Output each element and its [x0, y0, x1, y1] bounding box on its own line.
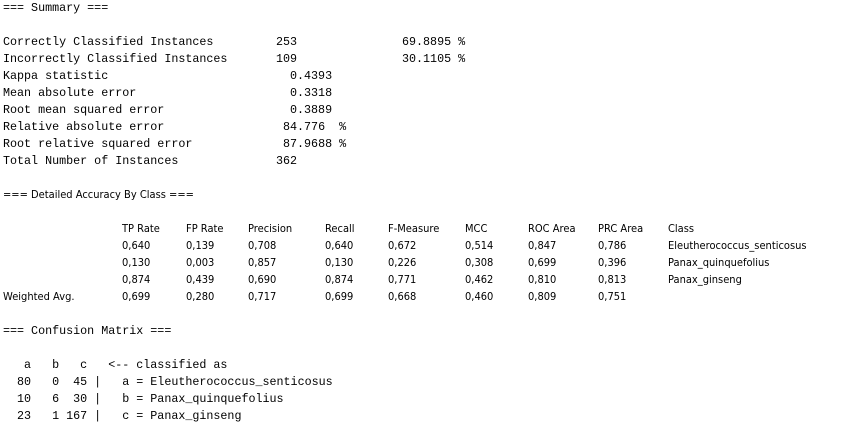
accuracy-cell: 0,460	[465, 290, 494, 303]
summary-value: 0.3318	[290, 86, 333, 100]
summary-label: Relative absolute error	[3, 120, 165, 134]
accuracy-cell: 0,130	[325, 256, 354, 269]
accuracy-cell: 0,847	[528, 239, 557, 252]
accuracy-header: Class	[668, 222, 695, 235]
confusion-row: 10 6 30 | b = Panax_quinquefolius	[3, 392, 284, 406]
summary-title: === Summary ===	[3, 1, 109, 15]
accuracy-cell: 0,462	[465, 273, 494, 286]
accuracy-cell: 0,857	[248, 256, 277, 269]
accuracy-cell: 0,717	[248, 290, 277, 303]
accuracy-cell: 0,771	[388, 273, 417, 286]
accuracy-header: PRC Area	[598, 222, 644, 235]
accuracy-cell: 0,226	[388, 256, 417, 269]
summary-label: Total Number of Instances	[3, 154, 179, 168]
summary-percent: 30.1105 %	[402, 52, 466, 66]
accuracy-header: MCC	[465, 222, 488, 235]
accuracy-header: FP Rate	[186, 222, 224, 235]
accuracy-cell: 0,130	[122, 256, 151, 269]
accuracy-title: === Detailed Accuracy By Class ===	[3, 188, 194, 201]
accuracy-cell: 0,699	[528, 256, 557, 269]
summary-value: 362	[276, 154, 298, 168]
accuracy-cell: 0,280	[186, 290, 215, 303]
summary-label: Correctly Classified Instances	[3, 35, 214, 49]
summary-value: 87.9688 %	[283, 137, 347, 151]
accuracy-cell: Eleutherococcus_senticosus	[668, 239, 807, 252]
accuracy-cell: 0,699	[325, 290, 354, 303]
confusion-header: a b c <-- classified as	[3, 358, 228, 372]
summary-value: 0.3889	[290, 103, 333, 117]
accuracy-cell: 0,668	[388, 290, 417, 303]
accuracy-cell: 0,874	[122, 273, 151, 286]
accuracy-cell: 0,699	[122, 290, 151, 303]
confusion-row: 80 0 45 | a = Eleutherococcus_senticosus	[3, 375, 333, 389]
accuracy-cell: 0,672	[388, 239, 417, 252]
accuracy-cell: 0,708	[248, 239, 277, 252]
accuracy-cell: 0,514	[465, 239, 494, 252]
summary-label: Incorrectly Classified Instances	[3, 52, 228, 66]
accuracy-cell: 0,003	[186, 256, 215, 269]
confusion-row: 23 1 167 | c = Panax_ginseng	[3, 409, 242, 423]
accuracy-cell: 0,396	[598, 256, 627, 269]
accuracy-header: F-Measure	[388, 222, 440, 235]
accuracy-header: Recall	[325, 222, 355, 235]
summary-percent: 69.8895 %	[402, 35, 466, 49]
accuracy-cell: 0,308	[465, 256, 494, 269]
accuracy-cell: Panax_ginseng	[668, 273, 742, 286]
summary-label: Root mean squared error	[3, 103, 165, 117]
accuracy-cell: 0,874	[325, 273, 354, 286]
accuracy-cell: 0,751	[598, 290, 627, 303]
summary-label: Mean absolute error	[3, 86, 137, 100]
accuracy-header: ROC Area	[528, 222, 576, 235]
summary-value: 0.4393	[290, 69, 333, 83]
accuracy-cell: 0,439	[186, 273, 215, 286]
accuracy-header: TP Rate	[122, 222, 160, 235]
summary-value: 109	[276, 52, 298, 66]
accuracy-cell: Panax_quinquefolius	[668, 256, 770, 269]
accuracy-cell: 0,139	[186, 239, 215, 252]
accuracy-cell: 0,640	[122, 239, 151, 252]
summary-value: 253	[276, 35, 298, 49]
accuracy-cell: 0,640	[325, 239, 354, 252]
accuracy-cell: 0,786	[598, 239, 627, 252]
summary-label: Root relative squared error	[3, 137, 193, 151]
summary-label: Kappa statistic	[3, 69, 109, 83]
confusion-title: === Confusion Matrix ===	[3, 324, 172, 338]
summary-value: 84.776 %	[283, 120, 347, 134]
accuracy-cell: 0,813	[598, 273, 627, 286]
accuracy-cell: 0,690	[248, 273, 277, 286]
accuracy-header: Precision	[248, 222, 293, 235]
accuracy-cell: 0,809	[528, 290, 557, 303]
accuracy-cell: 0,810	[528, 273, 557, 286]
accuracy-row-label: Weighted Avg.	[3, 290, 75, 303]
